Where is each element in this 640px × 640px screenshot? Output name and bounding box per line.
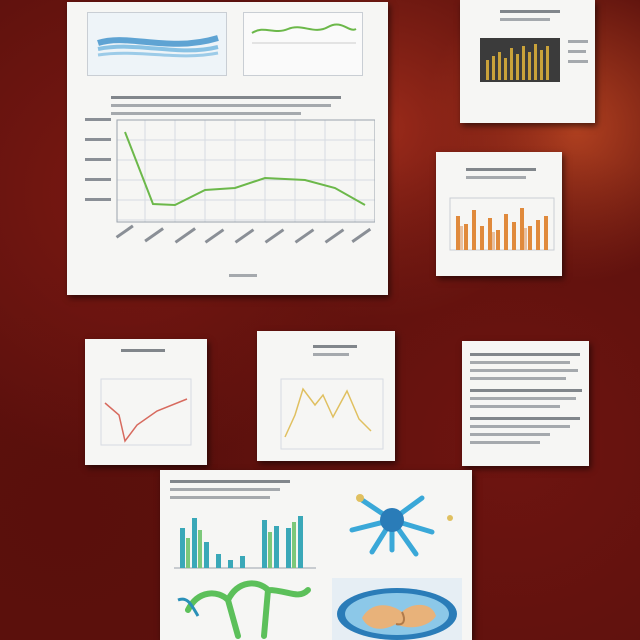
header-line [313, 345, 357, 348]
dip-line-chart [100, 378, 192, 446]
header-line [170, 480, 290, 483]
text-line-10 [470, 433, 550, 436]
x-axis-title [229, 274, 257, 277]
dark-bar-chart [480, 38, 560, 82]
top-left-thumbnail [87, 12, 227, 76]
blue-structure-image [349, 494, 453, 557]
text-line-6 [470, 397, 576, 400]
side-text-2 [568, 50, 586, 53]
grouped-bar-chart [174, 516, 316, 569]
green-structure-image [177, 580, 311, 639]
header-line [466, 168, 536, 171]
dip-line-chart-card [85, 339, 207, 465]
header-line-2 [500, 18, 550, 21]
text-line-1 [470, 353, 580, 356]
header-line-3 [170, 496, 270, 499]
text-line-2 [470, 361, 570, 364]
header-line [121, 349, 165, 352]
blue-blob-image [337, 588, 457, 640]
caption-line-2 [111, 104, 331, 107]
top-right-thumbnail [243, 12, 363, 76]
text-line-9 [470, 425, 570, 428]
orange-bar-chart [449, 197, 555, 251]
yellow-line-chart [280, 378, 384, 450]
caption-line-1 [111, 96, 341, 99]
text-line-3 [470, 369, 578, 372]
text-line-7 [470, 405, 560, 408]
large-line-chart-card [67, 2, 388, 295]
bar-chart-card-top-right [460, 0, 595, 123]
text-line-5 [470, 389, 582, 392]
header-line-2 [313, 353, 349, 356]
header-line [500, 10, 560, 13]
text-line-11 [470, 441, 540, 444]
caption-line-3 [111, 112, 301, 115]
header-line-2 [466, 176, 526, 179]
bars-and-images-card [160, 470, 472, 640]
text-document-card [462, 341, 589, 466]
large-line-chart [85, 118, 375, 244]
orange-bar-chart-card [436, 152, 562, 276]
side-text-3 [568, 60, 588, 63]
text-line-4 [470, 377, 566, 380]
blob-image-frame [332, 578, 462, 640]
blue-band-image [97, 35, 219, 58]
text-line-8 [470, 417, 580, 420]
yellow-line-chart-card [257, 331, 395, 461]
side-text-1 [568, 40, 588, 43]
green-wave-image [251, 23, 357, 44]
header-line-2 [170, 488, 280, 491]
